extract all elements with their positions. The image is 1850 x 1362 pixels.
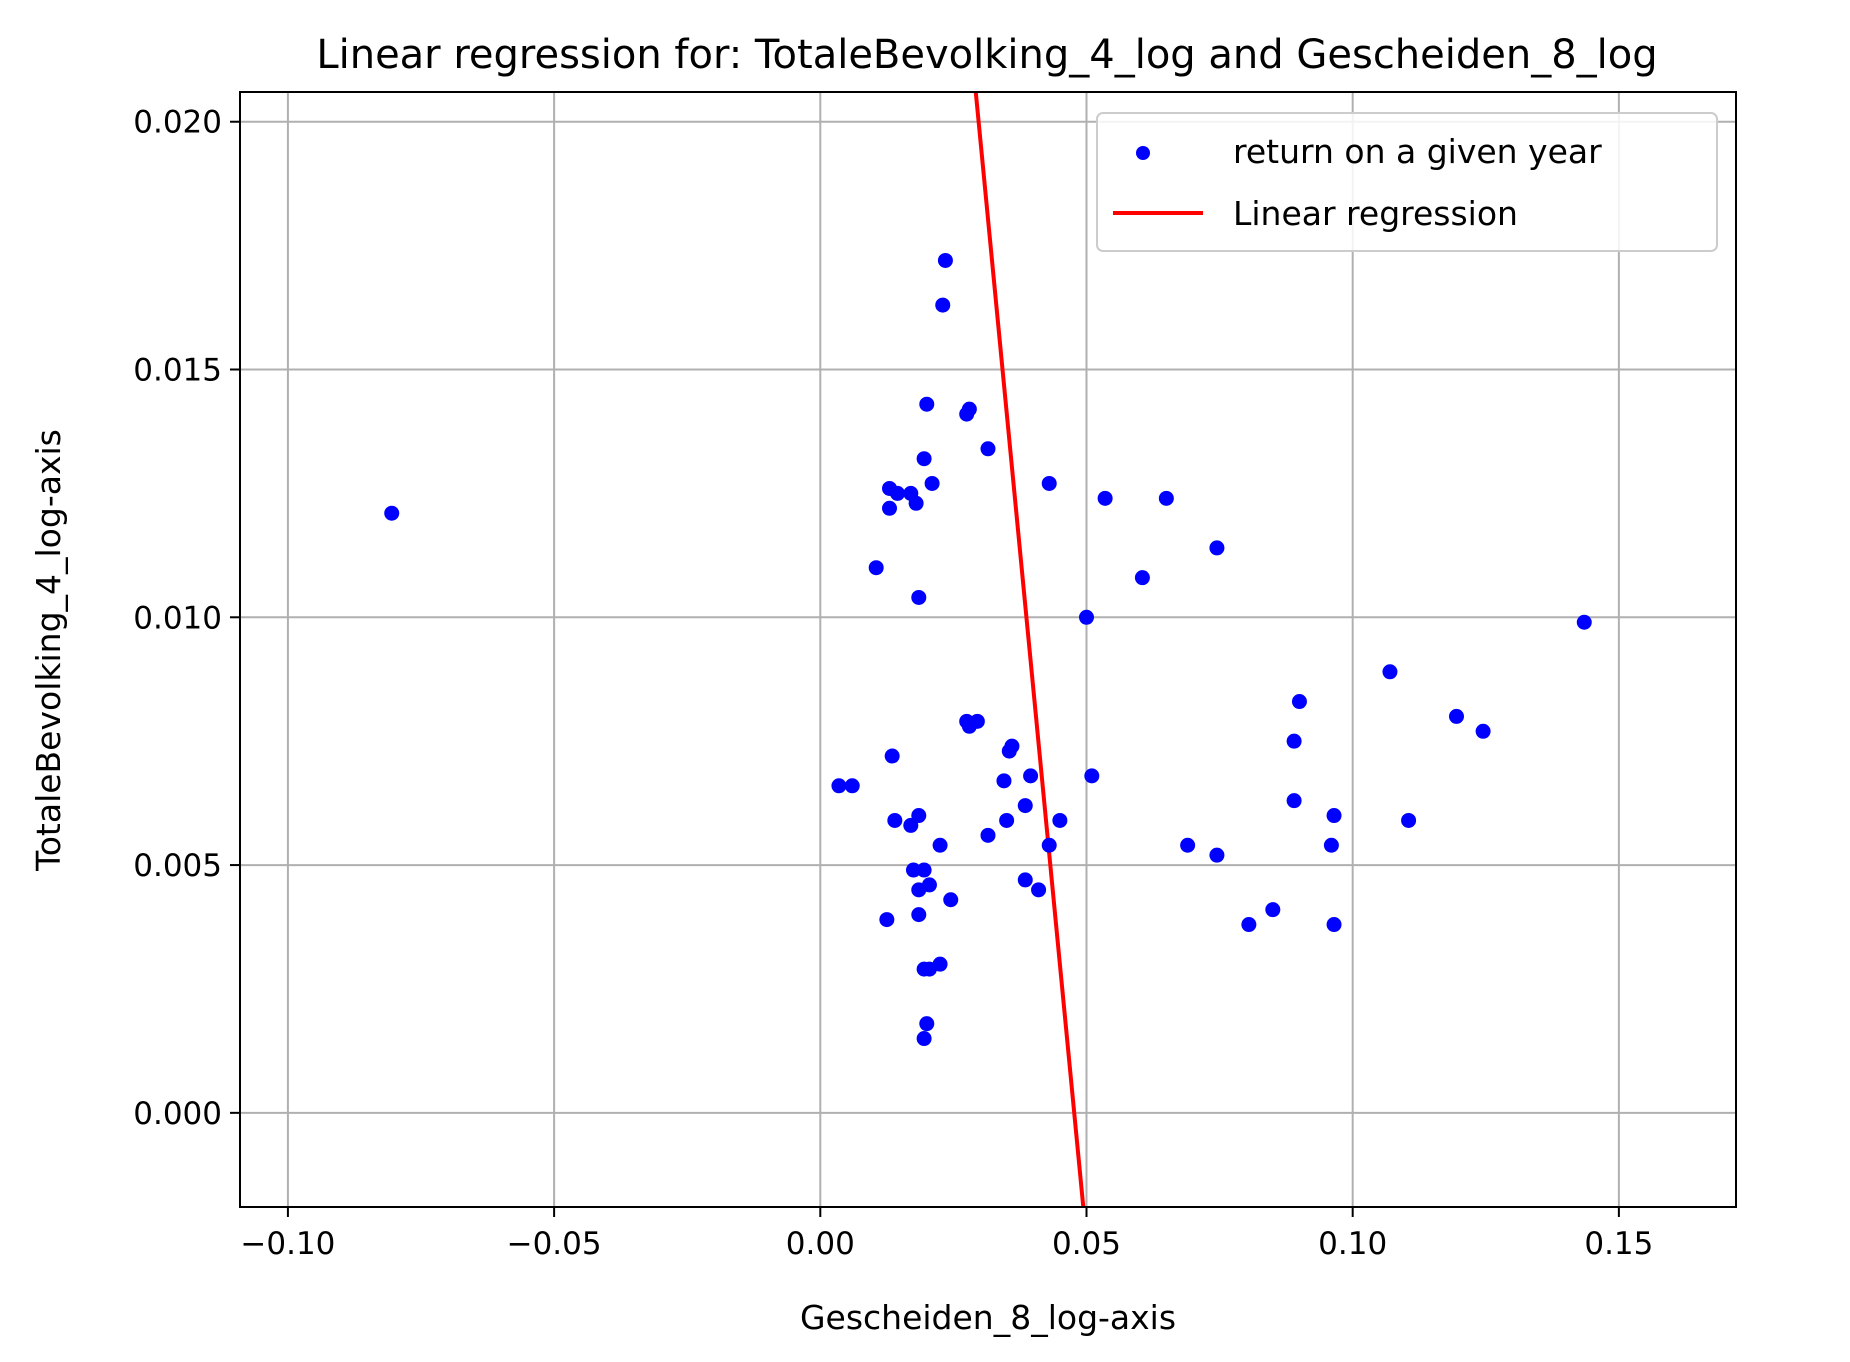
data-point: [1265, 902, 1281, 918]
data-point: [943, 892, 959, 908]
data-point: [911, 589, 927, 605]
data-point: [1001, 743, 1017, 759]
data-point: [831, 778, 847, 794]
data-point: [1041, 837, 1057, 853]
data-point: [1031, 882, 1047, 898]
legend-label-regression: Linear regression: [1233, 194, 1518, 233]
y-tick-label: 0.015: [133, 353, 222, 389]
data-point: [961, 718, 977, 734]
y-tick-label: 0.005: [133, 848, 222, 884]
data-point: [932, 837, 948, 853]
data-point: [1023, 768, 1039, 784]
legend-label-scatter: return on a given year: [1233, 132, 1602, 171]
x-tick-label: 0.10: [1318, 1226, 1387, 1262]
data-point: [1134, 570, 1150, 586]
data-point: [935, 297, 951, 313]
data-point: [999, 812, 1015, 828]
data-point: [1576, 614, 1592, 630]
data-point: [844, 778, 860, 794]
x-ticks: −0.10 −0.05 0.00 0.05 0.10 0.15: [240, 1207, 1653, 1262]
data-point: [959, 406, 975, 422]
data-point: [889, 485, 905, 501]
x-tick-label: −0.05: [507, 1226, 602, 1262]
data-point: [919, 1016, 935, 1032]
data-point: [919, 396, 935, 412]
data-point: [884, 748, 900, 764]
data-point: [937, 252, 953, 268]
data-point: [1291, 694, 1307, 710]
data-point: [879, 912, 895, 928]
data-point: [1448, 708, 1464, 724]
data-point: [903, 817, 919, 833]
plot-area: [240, 92, 1736, 1207]
data-point: [905, 862, 921, 878]
chart-title: Linear regression for: TotaleBevolking_4…: [316, 32, 1657, 78]
data-point: [980, 827, 996, 843]
x-tick-label: 0.00: [786, 1226, 855, 1262]
data-point: [1180, 837, 1196, 853]
data-point: [1084, 768, 1100, 784]
x-tick-label: 0.05: [1052, 1226, 1121, 1262]
data-point: [932, 956, 948, 972]
legend-scatter-marker: [1136, 146, 1150, 160]
regression-line: [973, 92, 1086, 1207]
data-point: [996, 773, 1012, 789]
data-point: [1241, 917, 1257, 933]
scatter-series: [384, 252, 1592, 1047]
data-point: [911, 907, 927, 923]
data-point: [908, 495, 924, 511]
data-point: [1209, 540, 1225, 556]
x-tick-label: −0.10: [240, 1226, 335, 1262]
data-point: [1017, 798, 1033, 814]
data-point: [916, 451, 932, 467]
data-point: [1382, 664, 1398, 680]
data-point: [868, 560, 884, 576]
data-point: [1052, 812, 1068, 828]
plot-frame: [239, 91, 1737, 1208]
data-point: [1401, 812, 1417, 828]
data-point: [924, 475, 940, 491]
x-axis-label: Gescheiden_8_log-axis: [800, 1298, 1176, 1337]
regression-series: [973, 92, 1086, 1207]
y-tick-label: 0.010: [133, 600, 222, 636]
data-point: [1209, 847, 1225, 863]
data-point: [1475, 723, 1491, 739]
data-point: [1323, 837, 1339, 853]
data-point: [1326, 808, 1342, 824]
data-point: [1097, 490, 1113, 506]
data-point: [1286, 733, 1302, 749]
data-point: [1158, 490, 1174, 506]
data-point: [916, 862, 932, 878]
data-point: [1017, 872, 1033, 888]
data-point: [921, 877, 937, 893]
legend: return on a given year Linear regression: [1096, 112, 1718, 252]
data-point: [887, 812, 903, 828]
data-point: [384, 505, 400, 521]
legend-box: [1096, 112, 1718, 252]
y-axis-label: TotaleBevolking_4_log-axis: [29, 429, 68, 872]
y-tick-label: 0.000: [133, 1096, 222, 1132]
data-point: [1286, 793, 1302, 809]
y-ticks: 0.000 0.005 0.010 0.015 0.020: [133, 105, 240, 1132]
x-tick-label: 0.15: [1584, 1226, 1653, 1262]
data-point: [1326, 917, 1342, 933]
data-point: [1078, 609, 1094, 625]
data-point: [980, 441, 996, 457]
data-point: [882, 500, 898, 516]
data-point: [916, 1031, 932, 1047]
data-point: [1041, 475, 1057, 491]
y-tick-label: 0.020: [133, 105, 222, 141]
